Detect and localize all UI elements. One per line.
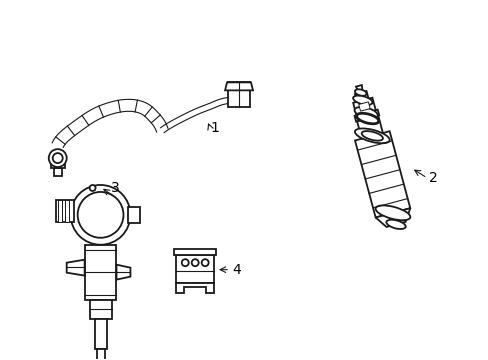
Circle shape	[201, 259, 208, 266]
Polygon shape	[358, 102, 369, 111]
Circle shape	[49, 149, 66, 167]
Bar	[94, 319, 106, 349]
Ellipse shape	[356, 108, 375, 117]
Ellipse shape	[354, 107, 377, 118]
Bar	[176, 255, 214, 283]
Ellipse shape	[352, 96, 372, 105]
Ellipse shape	[386, 220, 405, 229]
Polygon shape	[66, 260, 84, 276]
Polygon shape	[355, 85, 362, 93]
Polygon shape	[354, 110, 379, 122]
Bar	[227, 82, 249, 107]
Circle shape	[182, 259, 188, 266]
Polygon shape	[354, 91, 368, 102]
Polygon shape	[51, 162, 64, 168]
Bar	[89, 300, 111, 319]
Text: 2: 2	[428, 171, 437, 185]
Text: 3: 3	[111, 181, 120, 195]
Bar	[96, 349, 104, 360]
Text: 4: 4	[232, 263, 240, 276]
Polygon shape	[224, 82, 252, 90]
Polygon shape	[176, 283, 214, 293]
Ellipse shape	[356, 114, 378, 123]
Ellipse shape	[355, 113, 379, 124]
Circle shape	[89, 185, 95, 191]
Bar	[58, 200, 61, 222]
Bar	[174, 249, 216, 255]
Bar	[64, 200, 68, 222]
Polygon shape	[352, 98, 375, 115]
Polygon shape	[54, 168, 61, 176]
Polygon shape	[354, 131, 409, 217]
Bar	[128, 207, 140, 223]
Circle shape	[53, 153, 62, 163]
Circle shape	[71, 185, 130, 245]
Ellipse shape	[356, 97, 368, 104]
Polygon shape	[116, 265, 130, 280]
Ellipse shape	[361, 131, 382, 141]
Text: 1: 1	[210, 121, 219, 135]
Ellipse shape	[375, 206, 409, 220]
Polygon shape	[375, 208, 409, 227]
Ellipse shape	[354, 89, 366, 96]
Ellipse shape	[354, 129, 389, 143]
Circle shape	[191, 259, 198, 266]
Bar	[84, 245, 116, 300]
Bar	[56, 200, 74, 222]
Circle shape	[78, 192, 123, 238]
Polygon shape	[356, 116, 382, 139]
